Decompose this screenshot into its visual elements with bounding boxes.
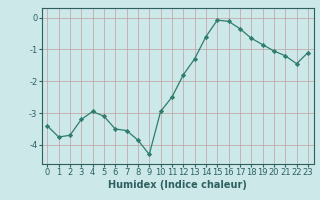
X-axis label: Humidex (Indice chaleur): Humidex (Indice chaleur) [108, 180, 247, 190]
